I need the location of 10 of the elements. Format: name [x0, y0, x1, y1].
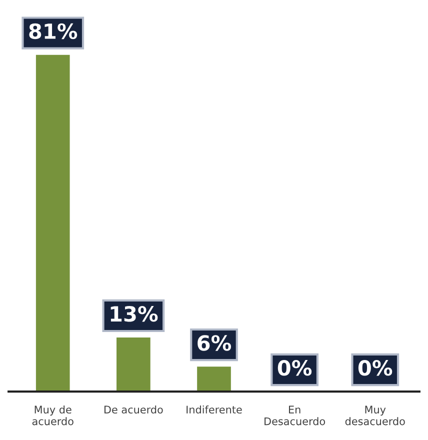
x-tick-label: En Desacuerdo	[264, 406, 326, 426]
x-tick-label: De acuerdo	[104, 405, 163, 414]
data-label: 81%	[29, 23, 78, 40]
x-tick-label: Indiferente	[186, 405, 242, 414]
data-label: 0%	[358, 360, 392, 376]
data-label: 0%	[278, 360, 312, 376]
x-tick-label: Muy de acuerdo	[32, 405, 74, 426]
x-tick-label: Muy desacuerdo	[345, 406, 405, 426]
data-label: 6%	[198, 335, 232, 351]
data-label: 13%	[110, 306, 158, 322]
